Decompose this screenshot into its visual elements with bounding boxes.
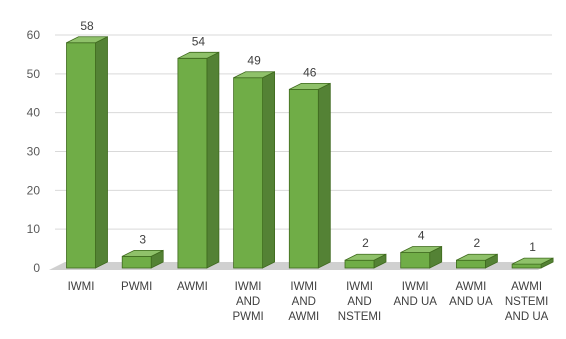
data-label: 58 [80, 19, 94, 33]
category-label-line: PWMI [232, 311, 263, 323]
bar-side-face [262, 71, 276, 269]
category-label-line: IWMI [235, 281, 262, 293]
bar [288, 82, 331, 269]
category-label-line: AWMI [511, 281, 542, 293]
y-axis-ticks: 0 10 20 30 40 50 60 [27, 28, 41, 275]
category-label-line: IWMI [68, 281, 95, 293]
category-label-line: AND [292, 296, 316, 308]
category-label: PWMI [121, 281, 152, 293]
y-tick-label: 0 [33, 261, 40, 275]
category-label-line: IWMI [290, 281, 317, 293]
category-label-line: NSTEMI [338, 311, 381, 323]
bar-top-face [400, 246, 442, 253]
y-tick-label: 60 [27, 28, 41, 42]
bar-top-face [289, 82, 331, 90]
bar [344, 253, 387, 269]
bar-top-face [122, 249, 164, 257]
category-label-line: AWMI [177, 281, 208, 293]
data-label: 54 [192, 34, 206, 48]
bar-front-face [177, 57, 208, 269]
bar-side-face [95, 36, 108, 269]
bar-front-face [344, 259, 375, 269]
category-label: AWMI [177, 281, 208, 293]
category-label-line: AND UA [449, 296, 493, 308]
data-label: 4 [418, 228, 425, 242]
y-tick-label: 50 [27, 67, 41, 81]
category-label: IWMI [68, 281, 95, 293]
y-tick-label: 20 [27, 183, 41, 197]
bar [121, 249, 164, 269]
x-axis-categories: IWMI PWMI AWMI IWMI AND PWMI IWMI AND AWMI IWMI AN… [68, 281, 549, 323]
bar-side-face [206, 51, 220, 269]
bar-front-face [511, 263, 542, 269]
bar-top-face [177, 51, 220, 59]
category-label: IWMI AND NSTEMI [338, 281, 381, 323]
bar-front-face [121, 255, 152, 269]
data-label: 1 [529, 240, 536, 254]
y-tick-label: 10 [27, 222, 41, 236]
category-label: IWMI AND AWMI [288, 281, 319, 323]
data-label: 2 [362, 236, 369, 250]
data-label: 3 [139, 232, 146, 246]
bars [66, 36, 554, 269]
category-label: IWMI AND PWMI [232, 281, 263, 323]
category-label: IWMI AND UA [393, 281, 437, 308]
bar-top-face [456, 253, 498, 261]
bar-front-face [66, 42, 96, 269]
category-label-line: AND [236, 296, 260, 308]
bar [66, 36, 108, 269]
bar-front-face [400, 252, 431, 269]
y-tick-label: 30 [27, 145, 41, 159]
category-label-line: IWMI [346, 281, 373, 293]
category-label: AWMI NSTEMI AND UA [505, 281, 549, 323]
category-label-line: AND [347, 296, 371, 308]
bar-side-face [317, 82, 331, 269]
category-label-line: AWMI [455, 281, 486, 293]
bar-top-face [344, 253, 387, 261]
category-label-line: PWMI [121, 281, 152, 293]
data-label: 2 [474, 236, 481, 250]
bar-front-face [233, 77, 264, 269]
category-label-line: AND UA [505, 311, 549, 323]
category-label: AWMI AND UA [449, 281, 493, 308]
category-label-line: AND UA [393, 296, 437, 308]
category-label-line: IWMI [402, 281, 429, 293]
bar-front-face [455, 259, 486, 269]
data-label: 49 [247, 54, 261, 68]
y-tick-label: 40 [27, 106, 41, 120]
bar [233, 71, 276, 269]
bar [511, 257, 554, 269]
bar [455, 253, 498, 269]
bar-top-face [233, 71, 275, 79]
bar [177, 51, 220, 269]
bar [400, 245, 443, 269]
bar-top-face [66, 36, 108, 44]
bar-front-face [288, 88, 319, 269]
data-label: 46 [303, 65, 317, 79]
category-label-line: AWMI [288, 311, 319, 323]
bar-top-face [511, 257, 554, 265]
category-label-line: NSTEMI [505, 296, 548, 308]
